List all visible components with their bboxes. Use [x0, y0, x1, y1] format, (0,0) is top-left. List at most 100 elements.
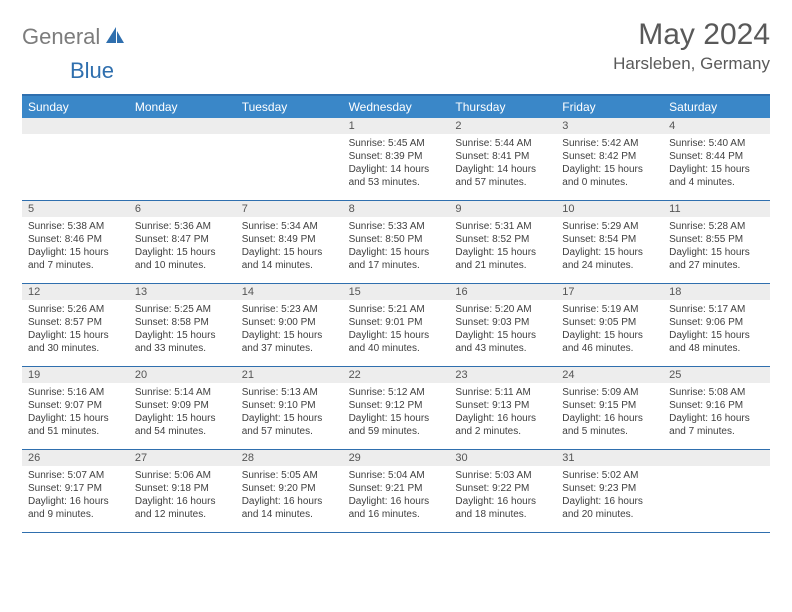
daylight-text: Daylight: 16 hours and 9 minutes.: [28, 495, 123, 521]
sunrise-text: Sunrise: 5:11 AM: [455, 386, 550, 399]
day-details: Sunrise: 5:14 AMSunset: 9:09 PMDaylight:…: [129, 383, 236, 438]
day-details: Sunrise: 5:05 AMSunset: 9:20 PMDaylight:…: [236, 466, 343, 521]
sunrise-text: Sunrise: 5:31 AM: [455, 220, 550, 233]
title-block: May 2024 Harsleben, Germany: [613, 18, 770, 74]
sunset-text: Sunset: 9:09 PM: [135, 399, 230, 412]
sunset-text: Sunset: 9:18 PM: [135, 482, 230, 495]
sunrise-text: Sunrise: 5:26 AM: [28, 303, 123, 316]
day-number: 22: [343, 367, 450, 383]
day-details: Sunrise: 5:38 AMSunset: 8:46 PMDaylight:…: [22, 217, 129, 272]
daylight-text: Daylight: 15 hours and 21 minutes.: [455, 246, 550, 272]
day-number: 14: [236, 284, 343, 300]
daylight-text: Daylight: 15 hours and 0 minutes.: [562, 163, 657, 189]
sunrise-text: Sunrise: 5:40 AM: [669, 137, 764, 150]
day-details: Sunrise: 5:16 AMSunset: 9:07 PMDaylight:…: [22, 383, 129, 438]
day-cell: 21Sunrise: 5:13 AMSunset: 9:10 PMDayligh…: [236, 367, 343, 449]
sunset-text: Sunset: 9:10 PM: [242, 399, 337, 412]
day-cell: 18Sunrise: 5:17 AMSunset: 9:06 PMDayligh…: [663, 284, 770, 366]
daylight-text: Daylight: 15 hours and 46 minutes.: [562, 329, 657, 355]
daylight-text: Daylight: 16 hours and 12 minutes.: [135, 495, 230, 521]
sunset-text: Sunset: 9:20 PM: [242, 482, 337, 495]
day-number: 24: [556, 367, 663, 383]
day-details: Sunrise: 5:26 AMSunset: 8:57 PMDaylight:…: [22, 300, 129, 355]
day-details: Sunrise: 5:44 AMSunset: 8:41 PMDaylight:…: [449, 134, 556, 189]
daylight-text: Daylight: 14 hours and 57 minutes.: [455, 163, 550, 189]
daylight-text: Daylight: 15 hours and 54 minutes.: [135, 412, 230, 438]
day-cell: 7Sunrise: 5:34 AMSunset: 8:49 PMDaylight…: [236, 201, 343, 283]
daylight-text: Daylight: 15 hours and 57 minutes.: [242, 412, 337, 438]
day-cell: 15Sunrise: 5:21 AMSunset: 9:01 PMDayligh…: [343, 284, 450, 366]
day-number: 9: [449, 201, 556, 217]
day-details: [22, 134, 129, 137]
month-title: May 2024: [613, 18, 770, 52]
day-number: 1: [343, 118, 450, 134]
day-number: 5: [22, 201, 129, 217]
day-cell: 23Sunrise: 5:11 AMSunset: 9:13 PMDayligh…: [449, 367, 556, 449]
day-details: Sunrise: 5:12 AMSunset: 9:12 PMDaylight:…: [343, 383, 450, 438]
sunrise-text: Sunrise: 5:21 AM: [349, 303, 444, 316]
day-number: 18: [663, 284, 770, 300]
day-details: Sunrise: 5:28 AMSunset: 8:55 PMDaylight:…: [663, 217, 770, 272]
day-number: 10: [556, 201, 663, 217]
sunset-text: Sunset: 8:41 PM: [455, 150, 550, 163]
location-label: Harsleben, Germany: [613, 54, 770, 74]
sunset-text: Sunset: 9:22 PM: [455, 482, 550, 495]
sunrise-text: Sunrise: 5:28 AM: [669, 220, 764, 233]
day-details: Sunrise: 5:07 AMSunset: 9:17 PMDaylight:…: [22, 466, 129, 521]
day-details: Sunrise: 5:23 AMSunset: 9:00 PMDaylight:…: [236, 300, 343, 355]
day-cell: 25Sunrise: 5:08 AMSunset: 9:16 PMDayligh…: [663, 367, 770, 449]
day-number: 16: [449, 284, 556, 300]
day-cell: 12Sunrise: 5:26 AMSunset: 8:57 PMDayligh…: [22, 284, 129, 366]
day-number: [236, 118, 343, 134]
sunset-text: Sunset: 8:42 PM: [562, 150, 657, 163]
day-cell: 4Sunrise: 5:40 AMSunset: 8:44 PMDaylight…: [663, 118, 770, 200]
day-number: 6: [129, 201, 236, 217]
sunset-text: Sunset: 9:07 PM: [28, 399, 123, 412]
weekday-header-row: Sunday Monday Tuesday Wednesday Thursday…: [22, 96, 770, 118]
sunset-text: Sunset: 9:16 PM: [669, 399, 764, 412]
sunset-text: Sunset: 9:17 PM: [28, 482, 123, 495]
sunrise-text: Sunrise: 5:16 AM: [28, 386, 123, 399]
day-details: Sunrise: 5:13 AMSunset: 9:10 PMDaylight:…: [236, 383, 343, 438]
day-details: Sunrise: 5:42 AMSunset: 8:42 PMDaylight:…: [556, 134, 663, 189]
sunrise-text: Sunrise: 5:09 AM: [562, 386, 657, 399]
day-cell: 11Sunrise: 5:28 AMSunset: 8:55 PMDayligh…: [663, 201, 770, 283]
sunset-text: Sunset: 8:52 PM: [455, 233, 550, 246]
daylight-text: Daylight: 15 hours and 43 minutes.: [455, 329, 550, 355]
sunrise-text: Sunrise: 5:08 AM: [669, 386, 764, 399]
sunset-text: Sunset: 8:49 PM: [242, 233, 337, 246]
sunrise-text: Sunrise: 5:02 AM: [562, 469, 657, 482]
day-details: Sunrise: 5:09 AMSunset: 9:15 PMDaylight:…: [556, 383, 663, 438]
day-number: 2: [449, 118, 556, 134]
daylight-text: Daylight: 16 hours and 18 minutes.: [455, 495, 550, 521]
day-details: [663, 466, 770, 469]
day-number: 12: [22, 284, 129, 300]
sunset-text: Sunset: 9:03 PM: [455, 316, 550, 329]
day-cell: 14Sunrise: 5:23 AMSunset: 9:00 PMDayligh…: [236, 284, 343, 366]
sunrise-text: Sunrise: 5:45 AM: [349, 137, 444, 150]
daylight-text: Daylight: 15 hours and 4 minutes.: [669, 163, 764, 189]
day-details: Sunrise: 5:45 AMSunset: 8:39 PMDaylight:…: [343, 134, 450, 189]
sunrise-text: Sunrise: 5:20 AM: [455, 303, 550, 316]
daylight-text: Daylight: 15 hours and 51 minutes.: [28, 412, 123, 438]
daylight-text: Daylight: 15 hours and 27 minutes.: [669, 246, 764, 272]
day-cell: 8Sunrise: 5:33 AMSunset: 8:50 PMDaylight…: [343, 201, 450, 283]
day-number: [22, 118, 129, 134]
day-cell: 31Sunrise: 5:02 AMSunset: 9:23 PMDayligh…: [556, 450, 663, 532]
sunset-text: Sunset: 8:47 PM: [135, 233, 230, 246]
day-number: 20: [129, 367, 236, 383]
sunset-text: Sunset: 8:54 PM: [562, 233, 657, 246]
day-details: Sunrise: 5:31 AMSunset: 8:52 PMDaylight:…: [449, 217, 556, 272]
daylight-text: Daylight: 16 hours and 2 minutes.: [455, 412, 550, 438]
day-details: Sunrise: 5:36 AMSunset: 8:47 PMDaylight:…: [129, 217, 236, 272]
day-number: 27: [129, 450, 236, 466]
day-cell: 5Sunrise: 5:38 AMSunset: 8:46 PMDaylight…: [22, 201, 129, 283]
brand-logo: General: [22, 18, 128, 50]
day-cell: 6Sunrise: 5:36 AMSunset: 8:47 PMDaylight…: [129, 201, 236, 283]
day-number: 26: [22, 450, 129, 466]
sunset-text: Sunset: 9:01 PM: [349, 316, 444, 329]
weekday-header: Wednesday: [343, 96, 450, 118]
calendar-grid: Sunday Monday Tuesday Wednesday Thursday…: [22, 94, 770, 533]
sunrise-text: Sunrise: 5:06 AM: [135, 469, 230, 482]
week-row: 1Sunrise: 5:45 AMSunset: 8:39 PMDaylight…: [22, 118, 770, 200]
